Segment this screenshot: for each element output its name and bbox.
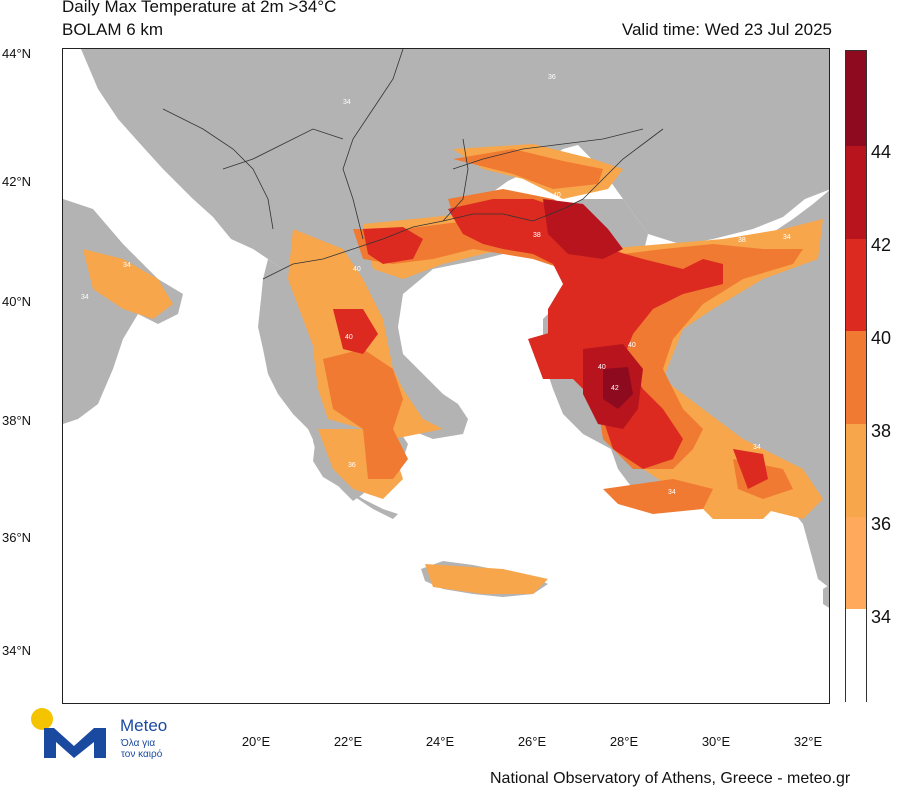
footer-credit: National Observatory of Athens, Greece -…	[490, 770, 851, 787]
lon-label-22: 22°E	[333, 734, 363, 749]
zone-44	[603, 367, 633, 409]
contour-label: 34	[783, 234, 791, 241]
italy-heel	[63, 199, 183, 424]
temperature-map: 34 36 38 40 40 40 42 40 34 34 34 38 34 3…	[62, 48, 830, 704]
colorbar-band-34	[846, 517, 866, 609]
colorbar-band-44	[846, 51, 866, 146]
balkan-land	[81, 49, 829, 281]
zone-40	[333, 199, 768, 489]
contour-label: 34	[668, 489, 676, 496]
lat-label-36: 36°N	[2, 530, 32, 545]
contour-label: 40	[345, 334, 353, 341]
contour-label: 34	[753, 444, 761, 451]
contour-label: 40	[553, 192, 561, 199]
lat-label-44: 44°N	[2, 46, 32, 61]
lat-label-38: 38°N	[2, 413, 32, 428]
country-borders	[162, 49, 664, 280]
contour-label: 38	[738, 237, 746, 244]
contour-label: 42	[611, 385, 619, 392]
contour-label: 38	[533, 232, 541, 239]
logo-tagline-1: Όλα για	[121, 738, 156, 749]
contour-label: 40	[353, 266, 361, 273]
colorbar-label-34: 34	[871, 607, 892, 627]
colorbar-label-44: 44	[871, 142, 892, 162]
contour-label: 34	[81, 294, 89, 301]
lon-label-28: 28°E	[609, 734, 639, 749]
logo-tagline-2: τον καιρό	[121, 749, 163, 760]
contour-label: 40	[598, 364, 606, 371]
sun-icon	[31, 708, 53, 730]
map-canvas: 34 36 38 40 40 40 42 40 34 34 34 38 34 3…	[63, 49, 829, 608]
lon-label-32: 32°E	[793, 734, 823, 749]
colorbar-band-36	[846, 424, 866, 517]
colorbar-band-below	[846, 609, 866, 703]
lat-label-34: 34°N	[2, 643, 32, 658]
lat-label-42: 42°N	[2, 174, 32, 189]
m-logo-icon	[44, 728, 106, 758]
colorbar-band-38	[846, 331, 866, 424]
contour-label: 36	[348, 462, 356, 469]
colorbar-band-40	[846, 239, 866, 331]
logo-name: Meteo	[120, 716, 168, 735]
lon-label-24: 24°E	[425, 734, 455, 749]
meteo-logo	[31, 708, 106, 758]
lon-label-30: 30°E	[701, 734, 731, 749]
lon-label-20: 20°E	[241, 734, 271, 749]
contour-label: 34	[343, 99, 351, 106]
lat-label-40: 40°N	[2, 294, 32, 309]
colorbar-label-40: 40	[871, 328, 892, 348]
map-title: Daily Max Temperature at 2m >34°C	[62, 0, 337, 16]
contour-label: 34	[123, 262, 131, 269]
cyprus-edge	[823, 585, 829, 608]
colorbar-label-42: 42	[871, 235, 892, 255]
model-subtitle: BOLAM 6 km	[62, 20, 164, 39]
contour-label: 40	[628, 342, 636, 349]
lon-label-26: 26°E	[517, 734, 547, 749]
colorbar-label-38: 38	[871, 421, 892, 441]
colorbar	[845, 50, 867, 703]
contour-label: 36	[548, 74, 556, 81]
valid-time: Valid time: Wed 23 Jul 2025	[621, 20, 832, 39]
colorbar-label-36: 36	[871, 514, 892, 534]
contour-labels: 34 36 38 40 40 40 42 40 34 34 34 38 34 3…	[81, 74, 791, 496]
colorbar-band-42	[846, 146, 866, 239]
